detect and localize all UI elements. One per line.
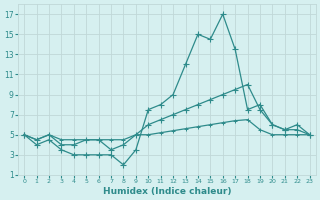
X-axis label: Humidex (Indice chaleur): Humidex (Indice chaleur) <box>103 187 231 196</box>
